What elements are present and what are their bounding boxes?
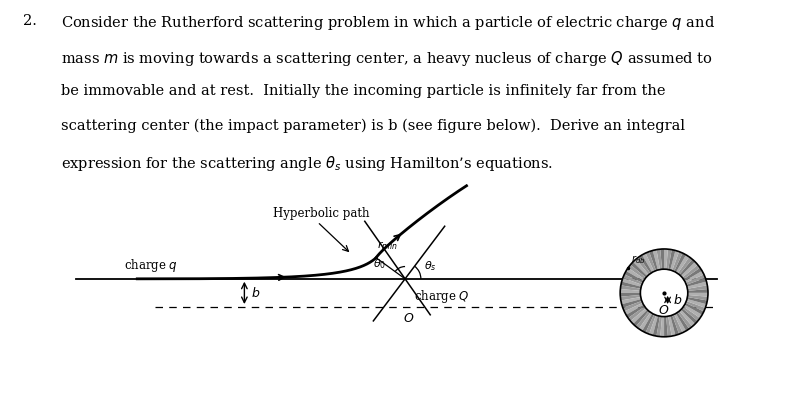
Wedge shape (622, 278, 642, 287)
Wedge shape (682, 265, 700, 279)
Wedge shape (621, 282, 642, 289)
Wedge shape (672, 252, 683, 271)
Wedge shape (680, 259, 695, 276)
Wedge shape (626, 268, 645, 281)
Circle shape (641, 269, 688, 316)
Wedge shape (672, 314, 683, 334)
Wedge shape (666, 316, 672, 337)
Wedge shape (626, 305, 645, 318)
Text: 2.: 2. (23, 14, 36, 28)
Wedge shape (668, 250, 676, 270)
Wedge shape (623, 301, 642, 312)
Wedge shape (688, 295, 708, 300)
Wedge shape (639, 255, 652, 274)
Text: $r_{db}$: $r_{db}$ (631, 253, 645, 266)
Text: $b$: $b$ (251, 286, 260, 300)
Text: $b$: $b$ (673, 293, 682, 307)
Wedge shape (664, 249, 668, 269)
Wedge shape (660, 249, 664, 269)
Wedge shape (681, 262, 697, 278)
Wedge shape (653, 250, 660, 270)
Wedge shape (678, 257, 693, 275)
Text: $r_{min}$: $r_{min}$ (377, 239, 397, 252)
Wedge shape (636, 257, 650, 275)
Wedge shape (684, 303, 704, 315)
Wedge shape (636, 311, 650, 329)
Wedge shape (624, 271, 644, 283)
Wedge shape (670, 315, 679, 335)
Text: scattering center (the impact parameter) is b (see figure below).  Derive an int: scattering center (the impact parameter)… (61, 119, 684, 133)
Wedge shape (646, 314, 656, 334)
Wedge shape (685, 274, 706, 285)
Wedge shape (630, 308, 647, 324)
Wedge shape (642, 253, 654, 272)
Wedge shape (629, 306, 646, 321)
Wedge shape (687, 297, 707, 304)
Wedge shape (649, 250, 658, 271)
Wedge shape (682, 306, 700, 321)
Text: $O$: $O$ (403, 312, 414, 325)
Wedge shape (620, 295, 641, 300)
Wedge shape (656, 249, 662, 270)
Wedge shape (680, 310, 695, 326)
Wedge shape (688, 285, 708, 291)
Wedge shape (664, 316, 668, 337)
Text: $O$: $O$ (659, 304, 670, 317)
Wedge shape (684, 271, 704, 283)
Wedge shape (686, 299, 706, 308)
Wedge shape (670, 250, 679, 271)
Wedge shape (674, 253, 686, 272)
Text: charge $q$: charge $q$ (124, 256, 178, 274)
Wedge shape (656, 316, 662, 337)
Wedge shape (685, 301, 706, 312)
Wedge shape (653, 316, 660, 336)
Wedge shape (639, 312, 652, 331)
Wedge shape (642, 314, 654, 333)
Text: mass $m$ is moving towards a scattering center, a heavy nucleus of charge $Q$ as: mass $m$ is moving towards a scattering … (61, 49, 713, 68)
Wedge shape (684, 305, 702, 318)
Wedge shape (633, 259, 649, 276)
Wedge shape (621, 297, 642, 304)
Wedge shape (660, 316, 664, 337)
Wedge shape (686, 278, 706, 287)
Text: $\theta_0$: $\theta_0$ (372, 257, 386, 271)
Wedge shape (687, 282, 707, 289)
Wedge shape (620, 285, 641, 291)
Wedge shape (681, 308, 697, 324)
Wedge shape (630, 262, 647, 278)
Wedge shape (633, 310, 649, 326)
Wedge shape (676, 255, 689, 274)
Wedge shape (646, 252, 656, 271)
Text: Hyperbolic path: Hyperbolic path (273, 207, 370, 220)
Wedge shape (649, 315, 658, 335)
Wedge shape (620, 289, 641, 293)
Wedge shape (684, 268, 702, 281)
Text: $\theta_s$: $\theta_s$ (424, 259, 437, 273)
Wedge shape (668, 316, 676, 336)
Wedge shape (678, 311, 693, 329)
Text: be immovable and at rest.  Initially the incoming particle is infinitely far fro: be immovable and at rest. Initially the … (61, 84, 665, 98)
Wedge shape (623, 274, 642, 285)
Wedge shape (688, 289, 708, 293)
Wedge shape (666, 249, 672, 270)
Text: Consider the Rutherford scattering problem in which a particle of electric charg: Consider the Rutherford scattering probl… (61, 14, 714, 32)
Wedge shape (676, 312, 689, 331)
Wedge shape (624, 303, 644, 315)
Wedge shape (620, 293, 641, 297)
Wedge shape (629, 265, 646, 279)
Wedge shape (674, 314, 686, 333)
Wedge shape (688, 293, 708, 297)
Text: expression for the scattering angle $\theta_s$ using Hamilton’s equations.: expression for the scattering angle $\th… (61, 154, 553, 173)
Text: charge $Q$: charge $Q$ (414, 288, 470, 305)
Wedge shape (622, 299, 642, 308)
